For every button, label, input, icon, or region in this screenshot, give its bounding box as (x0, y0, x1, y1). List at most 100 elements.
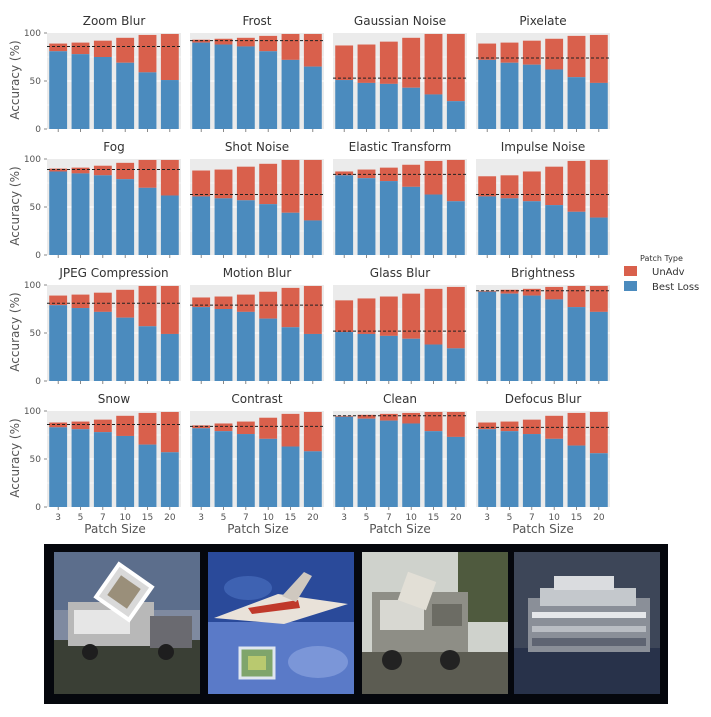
panel-title: Brightness (511, 266, 575, 280)
y-axis-label-row-1: Accuracy (%) (8, 40, 22, 119)
bar-unadv (236, 421, 255, 435)
bar-best-loss (446, 436, 465, 507)
bar-unadv (71, 42, 90, 55)
panel-title: JPEG Compression (58, 266, 168, 280)
bar-best-loss (424, 431, 443, 507)
bar-best-loss (281, 327, 300, 381)
bar-best-loss (236, 434, 255, 507)
bar-best-loss (192, 428, 211, 507)
bar-unadv (259, 417, 278, 439)
bar-unadv (236, 166, 255, 201)
panel-title: Elastic Transform (349, 140, 452, 154)
bar-best-loss (478, 59, 497, 129)
bar-best-loss (138, 326, 157, 381)
bar-unadv (303, 159, 322, 221)
bar-best-loss (567, 445, 586, 507)
bar-best-loss (402, 338, 421, 381)
y-tick-label: 100 (24, 29, 41, 39)
bar-unadv (424, 288, 443, 345)
y-tick-label: 100 (24, 155, 41, 165)
ship-blurred-picture (514, 552, 660, 694)
bar-unadv (236, 294, 255, 312)
bar-best-loss (522, 201, 541, 255)
bar-unadv (116, 289, 135, 318)
bar-best-loss (71, 54, 90, 129)
x-axis-label-col-2: Patch Size (227, 522, 288, 536)
bar-unadv (446, 33, 465, 102)
sample-image-truck-with-patch (54, 552, 200, 694)
bar-unadv (589, 285, 608, 312)
panel-title: Frost (243, 14, 272, 28)
y-tick-label: 100 (24, 281, 41, 291)
bar-best-loss (357, 82, 376, 129)
bar-best-loss (446, 201, 465, 255)
bar-unadv (259, 35, 278, 52)
bar-best-loss (335, 175, 354, 255)
panel-title: Clean (383, 392, 417, 406)
bar-unadv (379, 413, 398, 421)
bar-best-loss (446, 101, 465, 129)
x-tick-label: 5 (221, 513, 227, 523)
panel-glass-blur: Glass Blur (333, 266, 467, 384)
bar-best-loss (357, 333, 376, 381)
bar-best-loss (71, 308, 90, 381)
y-tick-label: 100 (24, 407, 41, 417)
y-axis-label-row-4: Accuracy (%) (8, 418, 22, 497)
bar-unadv (379, 296, 398, 336)
bar-unadv (545, 166, 564, 206)
bar-unadv (545, 415, 564, 439)
legend-title: Patch Type (640, 254, 683, 263)
bar-best-loss (335, 332, 354, 381)
bar-best-loss (335, 80, 354, 129)
bar-unadv (281, 413, 300, 447)
x-tick-label: 15 (285, 513, 296, 523)
bar-best-loss (303, 451, 322, 507)
x-tick-label: 10 (405, 513, 417, 523)
bar-best-loss (71, 429, 90, 507)
bar-unadv (303, 285, 322, 334)
bar-best-loss (379, 420, 398, 507)
x-tick-label: 5 (507, 513, 513, 523)
bar-best-loss (478, 196, 497, 255)
x-tick-label: 15 (142, 513, 153, 523)
bar-best-loss (138, 444, 157, 507)
bar-best-loss (567, 211, 586, 255)
panel-snow: Snow 0 50 100 3 5 7 10 15 20 (24, 392, 181, 523)
bar-best-loss (379, 335, 398, 381)
bar-unadv (357, 414, 376, 419)
bar-best-loss (71, 173, 90, 255)
bar-unadv (500, 175, 519, 199)
bar-unadv (116, 415, 135, 436)
bar-best-loss (93, 432, 112, 507)
bar-best-loss (192, 196, 211, 255)
bar-best-loss (379, 83, 398, 129)
bar-best-loss (303, 220, 322, 255)
x-axis-label-col-1: Patch Size (84, 522, 145, 536)
bar-unadv (49, 43, 68, 52)
panel-jpeg-compression: JPEG Compression 0 50 100 (24, 266, 181, 387)
bar-unadv (192, 170, 211, 197)
bar-best-loss (589, 453, 608, 507)
bar-best-loss (424, 344, 443, 381)
panel-fog: Fog 0 50 100 (24, 140, 181, 261)
bar-unadv (335, 45, 354, 81)
panel-title: Gaussian Noise (354, 14, 446, 28)
bar-best-loss (116, 317, 135, 381)
bar-best-loss (379, 181, 398, 255)
bar-best-loss (545, 438, 564, 507)
bar-unadv (478, 176, 497, 197)
bar-best-loss (192, 42, 211, 129)
bar-best-loss (424, 94, 443, 129)
bar-best-loss (93, 57, 112, 129)
bar-unadv (357, 298, 376, 334)
bar-best-loss (236, 46, 255, 129)
bar-unadv (446, 286, 465, 349)
bar-best-loss (214, 198, 233, 255)
bar-unadv (93, 419, 112, 433)
bar-unadv (138, 285, 157, 327)
y-tick-label: 0 (35, 251, 41, 261)
bar-unadv (93, 292, 112, 312)
bar-best-loss (567, 77, 586, 129)
bar-unadv (93, 165, 112, 176)
